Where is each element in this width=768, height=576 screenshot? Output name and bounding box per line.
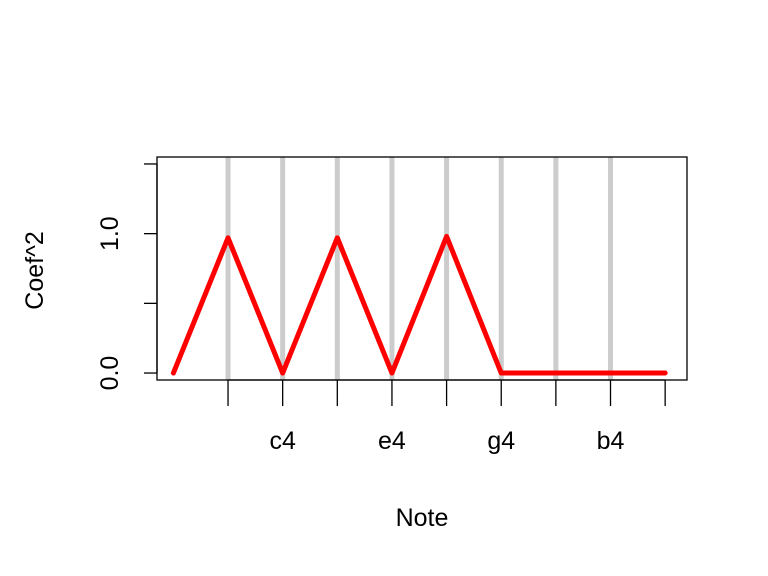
x-tick-label: b4 (597, 427, 625, 455)
x-tick-label: g4 (487, 427, 515, 455)
x-axis-title: Note (396, 504, 449, 532)
x-tick-label: e4 (378, 427, 406, 455)
y-tick-label: 1.0 (96, 216, 124, 251)
y-axis-title: Coef^2 (21, 231, 49, 309)
y-tick-label: 0.0 (96, 356, 124, 391)
x-tick-label: c4 (269, 427, 296, 455)
